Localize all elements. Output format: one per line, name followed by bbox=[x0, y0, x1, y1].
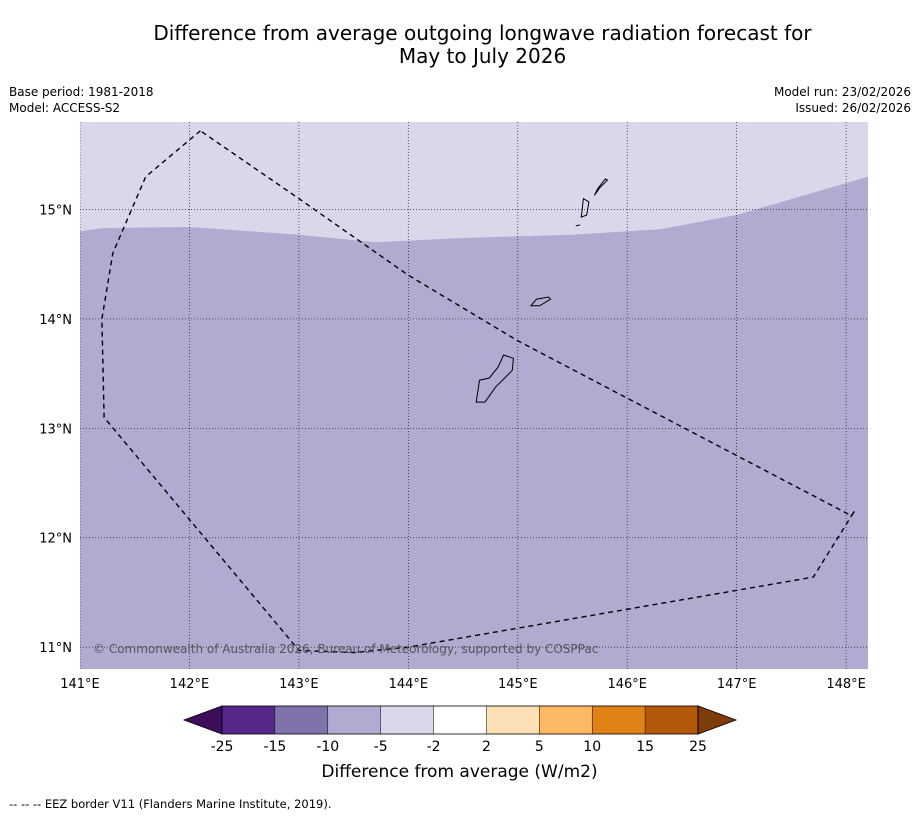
meta-right: Model run: 23/02/2026 Issued: 26/02/2026 bbox=[774, 84, 911, 116]
eez-legend: -- -- -- EEZ border V11 (Flanders Marine… bbox=[9, 797, 332, 811]
model-name: Model: ACCESS-S2 bbox=[9, 101, 121, 115]
title-line-1: Difference from average outgoing longwav… bbox=[153, 21, 812, 45]
map-panel: Guam Rota SaipanTinian Aguijan © Commonwealt… bbox=[39, 122, 868, 692]
lat-tick-label: 14°N bbox=[39, 313, 72, 328]
band-minus-10-to-minus-5 bbox=[80, 176, 868, 669]
colorbar-segment bbox=[380, 706, 434, 734]
colorbar-under-arrow bbox=[182, 705, 223, 735]
colorbar-tick-label: 10 bbox=[583, 739, 601, 755]
colorbar-tick-label: 5 bbox=[535, 739, 544, 755]
lon-tick-label: 141°E bbox=[60, 677, 100, 692]
colorbar-tick-label: -2 bbox=[427, 739, 441, 755]
model-run: Model run: 23/02/2026 bbox=[773, 85, 911, 99]
colorbar-segment bbox=[645, 706, 698, 734]
lon-tick-label: 143°E bbox=[279, 677, 319, 692]
map-title: Difference from average outgoing longwav… bbox=[100, 22, 865, 68]
lat-tick-label: 15°N bbox=[39, 204, 72, 219]
colorbar: -25 -15 -10 -5 -2 2 5 10 15 25 bbox=[182, 705, 738, 755]
lon-tick-label: 147°E bbox=[717, 677, 757, 692]
lon-tick-label: 145°E bbox=[498, 677, 538, 692]
colorbar-over-arrow bbox=[697, 705, 738, 735]
lon-tick-label: 148°E bbox=[826, 677, 866, 692]
colorbar-tick-label: 15 bbox=[636, 739, 654, 755]
colorbar-segment bbox=[486, 706, 540, 734]
colorbar-tick-label: -15 bbox=[263, 739, 286, 755]
colorbar-segment bbox=[592, 706, 646, 734]
lon-tick-label: 144°E bbox=[389, 677, 429, 692]
island-tinian: Tinian bbox=[580, 197, 590, 218]
colorbar-tick-label: -5 bbox=[374, 739, 388, 755]
lon-tick-label: 142°E bbox=[170, 677, 210, 692]
colorbar-tick-label: 25 bbox=[689, 739, 707, 755]
meta-left: Base period: 1981-2018 Model: ACCESS-S2 bbox=[9, 84, 154, 116]
base-period: Base period: 1981-2018 bbox=[9, 85, 154, 99]
lat-tick-label: 12°N bbox=[39, 532, 72, 547]
lon-tick-label: 146°E bbox=[607, 677, 647, 692]
lat-tick-label: 13°N bbox=[39, 422, 72, 437]
colorbar-label: Difference from average (W/m2) bbox=[321, 762, 598, 782]
island-rota: Rota bbox=[529, 296, 552, 307]
title-line-2: May to July 2026 bbox=[398, 44, 567, 68]
colorbar-tick-label: -10 bbox=[316, 739, 339, 755]
map-content: Guam Rota SaipanTinian Aguijan © Commonwealt… bbox=[80, 122, 868, 669]
lat-tick-label: 11°N bbox=[39, 641, 72, 656]
colorbar-segment bbox=[433, 706, 487, 734]
colorbar-segment bbox=[274, 706, 328, 734]
colorbar-segment bbox=[539, 706, 593, 734]
island-guam: Guam bbox=[475, 354, 514, 403]
colorbar-segment bbox=[222, 706, 275, 734]
island-aguijan: Aguijan bbox=[575, 224, 581, 227]
colorbar-tick-label: -25 bbox=[211, 739, 234, 755]
issued-date: Issued: 26/02/2026 bbox=[795, 101, 911, 115]
eez-border bbox=[101, 130, 856, 654]
colorbar-tick-label: 2 bbox=[482, 739, 491, 755]
copyright-text: © Commonwealth of Australia 2026, Bureau… bbox=[93, 642, 598, 656]
island-saipan: Saipan bbox=[593, 178, 609, 196]
colorbar-segment bbox=[327, 706, 381, 734]
